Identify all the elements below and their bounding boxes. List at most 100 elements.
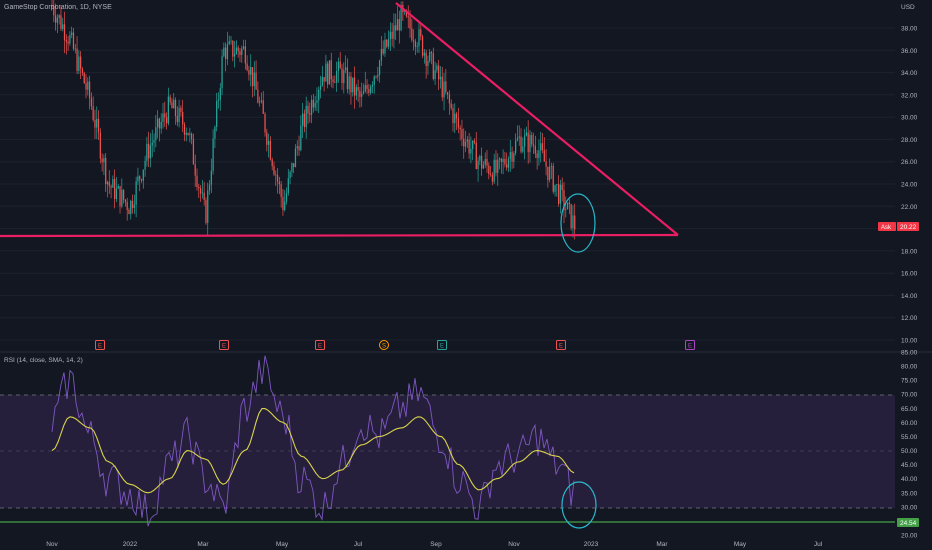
candle-body	[498, 158, 501, 160]
candle-body	[572, 215, 574, 229]
candle-body	[436, 65, 438, 71]
candle-body	[262, 100, 264, 114]
time-axis-label: Mar	[197, 541, 209, 548]
candle-body	[282, 197, 284, 211]
candle-body	[557, 184, 560, 204]
candle-body	[518, 136, 520, 138]
candle-body	[448, 94, 451, 104]
price-axis[interactable]: USD 38.00 36.00 34.00 32.00 30.00 28.00 26.00 2…	[878, 4, 919, 345]
candle-body	[119, 186, 121, 207]
candle-body	[146, 143, 148, 161]
candle-body	[169, 96, 171, 103]
rsi-sma-line	[51, 408, 575, 494]
candle-body	[459, 127, 461, 130]
candle-body	[500, 158, 502, 162]
candle-body	[327, 63, 329, 85]
candle-body	[561, 184, 563, 191]
candle-body	[285, 193, 288, 202]
candle-body	[386, 39, 388, 47]
candle-body	[404, 11, 406, 13]
earnings-event-marker[interactable]: E	[315, 340, 325, 350]
candle-body	[239, 51, 241, 55]
svg-text:E: E	[98, 344, 102, 350]
candle-body	[178, 107, 180, 123]
candle-body	[198, 186, 200, 189]
svg-text:E: E	[688, 344, 692, 350]
candle-body	[348, 76, 350, 90]
candle-body	[264, 113, 266, 133]
candle-body	[513, 153, 515, 162]
rsi-band-fill	[0, 395, 895, 508]
earnings-event-marker[interactable]: E	[219, 340, 229, 350]
candle-body	[337, 61, 340, 72]
candle-body	[194, 164, 196, 176]
support-line[interactable]	[0, 233, 679, 238]
rsi-tick-label: 50.00	[901, 448, 918, 455]
candle-body	[457, 118, 459, 128]
candle-body	[307, 105, 309, 114]
highlight-circle-price[interactable]	[560, 193, 596, 253]
rsi-axis[interactable]: 85.00 80.00 75.00 70.00 65.00 60.00 55.00 50.00…	[901, 350, 918, 540]
candle-body	[106, 181, 109, 185]
earnings-event-marker[interactable]: E	[556, 340, 566, 350]
candle-body	[296, 146, 298, 149]
candle-body	[235, 47, 238, 55]
candle-body	[62, 24, 64, 29]
price-tick-label: 22.00	[901, 204, 918, 211]
candle-body	[352, 77, 354, 93]
candle-body	[481, 155, 483, 169]
price-tick-label: 10.00	[901, 338, 918, 345]
split-event-marker[interactable]: S	[379, 340, 389, 350]
candle-body	[497, 159, 499, 173]
price-tick-label: 38.00	[901, 26, 918, 33]
candle-body	[131, 200, 134, 208]
candle-body	[280, 184, 282, 198]
price-tick-label: 24.00	[901, 182, 918, 189]
price-tick-label: 34.00	[901, 70, 918, 77]
candle-body	[76, 48, 78, 71]
price-tick-label: 14.00	[901, 293, 918, 300]
rsi-value-bg	[897, 518, 919, 527]
candle-body	[523, 135, 526, 147]
candle-body	[259, 101, 261, 103]
candle-body	[173, 99, 175, 109]
candle-body	[489, 174, 492, 176]
candle-body	[411, 28, 413, 41]
candle-body	[515, 140, 517, 154]
time-axis-label: 2023	[584, 541, 599, 548]
candle-body	[110, 186, 112, 188]
candle-body	[504, 159, 506, 165]
candle-body	[192, 138, 195, 165]
candle-body	[455, 113, 458, 119]
candle-body	[473, 140, 476, 143]
candle-body	[255, 72, 257, 90]
candle-body	[475, 142, 477, 170]
candle-body	[267, 140, 270, 145]
candle-body	[396, 19, 399, 31]
candle-body	[244, 46, 246, 64]
earnings-event-marker[interactable]: E	[685, 340, 695, 350]
candle-body	[117, 186, 119, 189]
price-tick-label: 28.00	[901, 137, 918, 144]
candle-body	[534, 145, 536, 154]
descending-trendline[interactable]	[395, 2, 679, 236]
earnings-event-marker[interactable]: E	[95, 340, 105, 350]
candle-body	[432, 53, 434, 80]
candle-body	[454, 113, 456, 124]
earnings-event-marker[interactable]: E	[437, 340, 447, 350]
candle-body	[291, 163, 293, 172]
candle-body	[493, 159, 495, 182]
candle-body	[368, 88, 370, 93]
time-axis[interactable]: Nov 2022 Mar May Jul Sep Nov 2023 Mar May Jul	[46, 541, 822, 548]
highlight-circle-rsi[interactable]	[561, 481, 597, 529]
candle-body	[208, 184, 211, 191]
trendline-annotations[interactable]	[0, 2, 679, 253]
candle-body	[275, 174, 277, 176]
candle-body	[164, 113, 166, 118]
candle-body	[486, 158, 488, 166]
candle-body	[241, 48, 243, 55]
candle-body	[58, 15, 60, 18]
candle-body	[568, 202, 570, 205]
